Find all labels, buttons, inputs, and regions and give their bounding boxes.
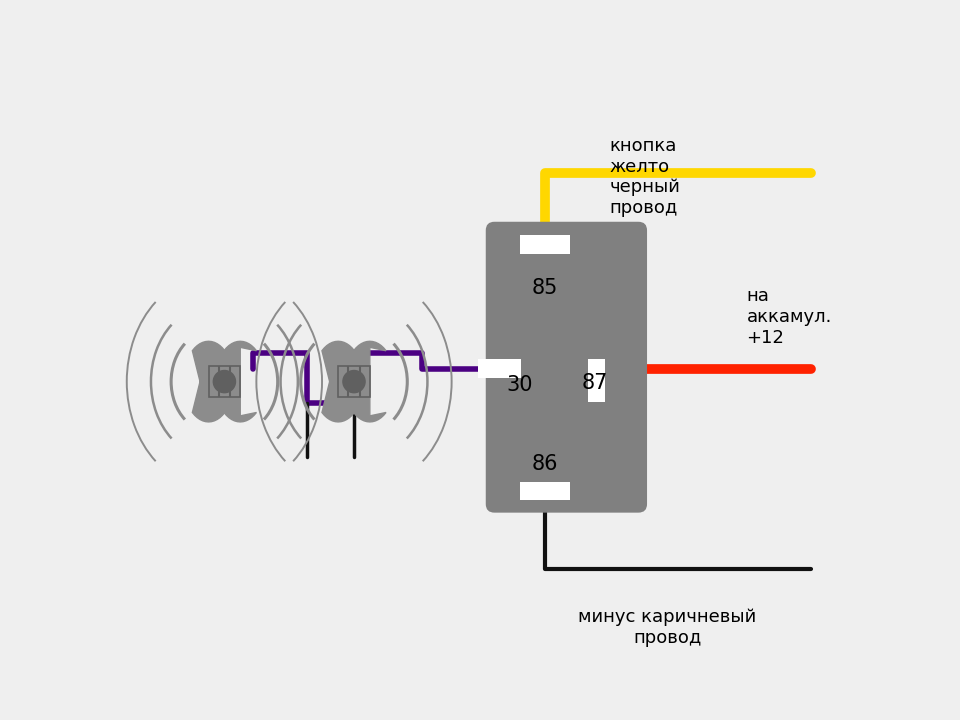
FancyBboxPatch shape [486,222,647,513]
Bar [519,482,570,500]
Bar [478,359,521,378]
Text: 87: 87 [582,373,609,393]
Polygon shape [192,341,233,422]
Bar [208,366,240,397]
Circle shape [343,371,365,392]
Bar [519,235,570,254]
Text: 86: 86 [532,454,558,474]
Polygon shape [345,341,386,422]
Bar [588,359,605,402]
Text: 85: 85 [532,278,558,298]
Text: на
аккамул.
+12: на аккамул. +12 [746,287,831,346]
Text: кнопка
желто
черный
провод: кнопка желто черный провод [610,137,681,217]
Polygon shape [215,341,256,422]
Circle shape [213,371,235,392]
Bar [338,366,370,397]
Text: минус каричневый
провод: минус каричневый провод [578,608,756,647]
Text: 30: 30 [506,375,533,395]
Polygon shape [322,341,363,422]
